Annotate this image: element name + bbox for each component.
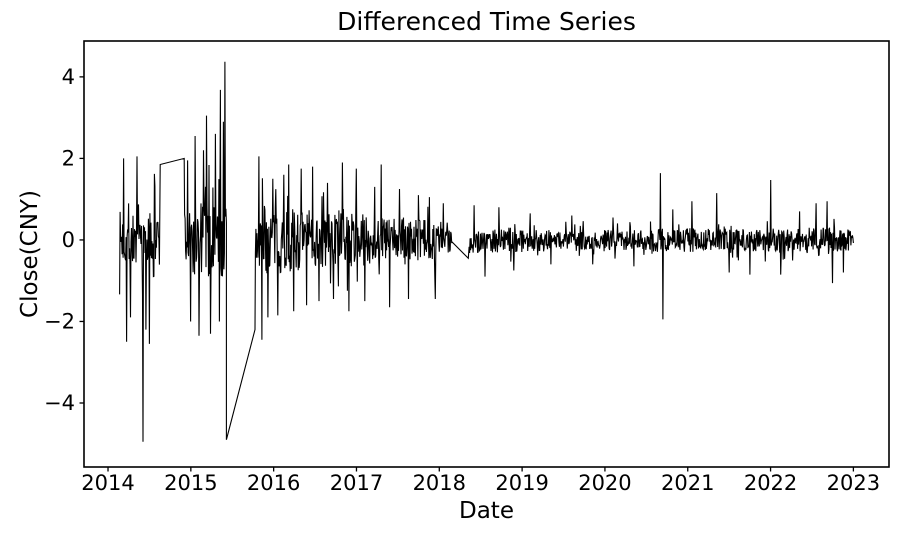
x-axis-label: Date <box>459 498 514 524</box>
x-tick-label: 2017 <box>330 471 383 495</box>
y-tick-label: −4 <box>44 391 75 415</box>
y-tick-label: 2 <box>62 146 75 170</box>
x-tick-label: 2020 <box>578 471 631 495</box>
y-tick-label: −2 <box>44 309 75 333</box>
x-tick-label: 2021 <box>661 471 714 495</box>
plot-border <box>83 40 890 468</box>
y-tick-label: 0 <box>62 228 75 252</box>
y-tick-label: 4 <box>62 65 75 89</box>
y-axis-label: Close(CNY) <box>17 190 43 318</box>
series-line <box>119 61 854 442</box>
x-tick-label: 2014 <box>81 471 134 495</box>
x-tick-label: 2018 <box>413 471 466 495</box>
x-tick-label: 2015 <box>164 471 217 495</box>
x-tick-label: 2023 <box>827 471 880 495</box>
x-tick-label: 2019 <box>495 471 548 495</box>
x-tick-label: 2022 <box>744 471 797 495</box>
x-tick-label: 2016 <box>247 471 300 495</box>
chart-title: Differenced Time Series <box>337 7 636 36</box>
